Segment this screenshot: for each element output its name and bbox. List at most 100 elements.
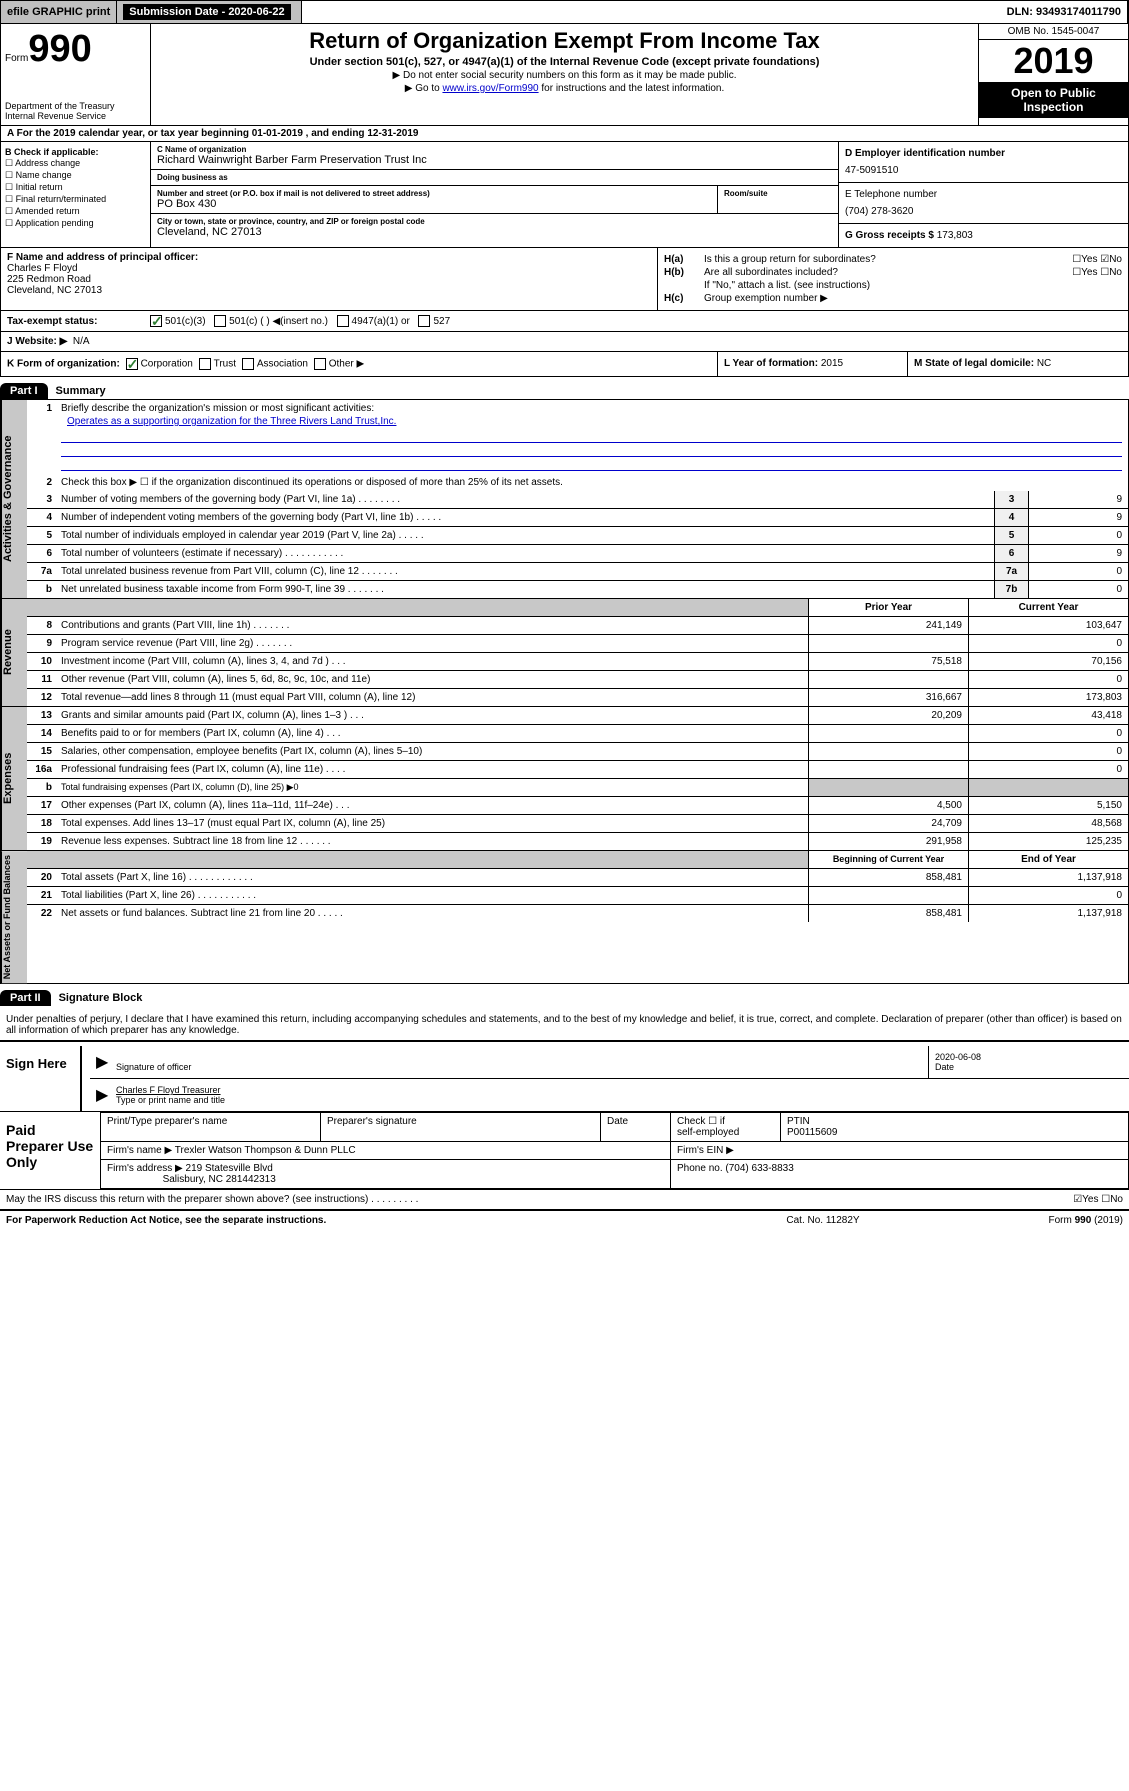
eoy-hdr: End of Year: [968, 851, 1128, 868]
boy-hdr: Beginning of Current Year: [808, 851, 968, 868]
officer-name: Charles F Floyd TreasurerType or print n…: [110, 1079, 1129, 1111]
current-year-hdr: Current Year: [968, 599, 1128, 616]
col-d: D Employer identification number 47-5091…: [838, 142, 1128, 247]
omb-number: OMB No. 1545-0047: [979, 24, 1128, 40]
prep-sig-lbl: Preparer's signature: [321, 1113, 601, 1142]
b-address-change[interactable]: ☐ Address change: [5, 158, 146, 169]
signature-officer: Signature of officer: [110, 1046, 929, 1078]
chk-501c3[interactable]: [150, 315, 162, 327]
form-header: Form990 Department of the Treasury Inter…: [0, 24, 1129, 126]
line-19: Revenue less expenses. Subtract line 18 …: [55, 833, 808, 850]
preparer-label: Paid Preparer Use Only: [0, 1112, 100, 1189]
chk-other[interactable]: [314, 358, 326, 370]
col-b: B Check if applicable: ☐ Address change …: [1, 142, 151, 247]
firm-phone: Phone no. (704) 633-8833: [671, 1160, 1129, 1189]
header-left: Form990 Department of the Treasury Inter…: [1, 24, 151, 125]
line-14: Benefits paid to or for members (Part IX…: [55, 725, 808, 742]
line-13: Grants and similar amounts paid (Part IX…: [55, 707, 808, 724]
chk-corp[interactable]: [126, 358, 138, 370]
perjury-statement: Under penalties of perjury, I declare th…: [0, 1010, 1129, 1042]
m-state: M State of legal domicile: NC: [908, 352, 1128, 376]
section-j: J Website: ▶ N/A: [0, 332, 1129, 352]
col-h: H(a) Is this a group return for subordin…: [658, 248, 1128, 310]
c-city: City or town, state or province, country…: [151, 214, 838, 241]
b-amended-return[interactable]: ☐ Amended return: [5, 206, 146, 217]
chk-527[interactable]: [418, 315, 430, 327]
l-year: L Year of formation: 2015: [718, 352, 908, 376]
chk-501c[interactable]: [214, 315, 226, 327]
c-address-row: Number and street (or P.O. box if mail i…: [151, 186, 838, 214]
form-label: Form: [5, 53, 28, 64]
b-header: B Check if applicable:: [5, 147, 146, 157]
line-7b: Net unrelated business taxable income fr…: [55, 581, 994, 598]
footer-right: Form 990 (2019): [923, 1215, 1123, 1226]
h-c: H(c) Group exemption number ▶: [664, 293, 1122, 304]
discuss-row: May the IRS discuss this return with the…: [0, 1189, 1129, 1209]
header-right: OMB No. 1545-0047 2019 Open to Public In…: [978, 24, 1128, 125]
firm-address: Firm's address ▶ 219 Statesville Blvd Sa…: [101, 1160, 671, 1189]
discuss-yesno[interactable]: ☑Yes ☐No: [1073, 1194, 1123, 1205]
summary-revenue: Revenue Prior YearCurrent Year 8Contribu…: [0, 599, 1129, 707]
form-note-1: ▶ Do not enter social security numbers o…: [155, 70, 974, 81]
signature-date: 2020-06-08Date: [929, 1046, 1129, 1078]
c-street: Number and street (or P.O. box if mail i…: [151, 186, 718, 213]
tax-year: 2019: [979, 40, 1128, 82]
part1-title: Summary: [48, 383, 114, 399]
section-fh: F Name and address of principal officer:…: [0, 248, 1129, 311]
i-label: Tax-exempt status:: [7, 316, 147, 327]
sign-here-label: Sign Here: [0, 1046, 80, 1111]
line-12: Total revenue—add lines 8 through 11 (mu…: [55, 689, 808, 706]
sign-here-block: Sign Here ▶ Signature of officer 2020-06…: [0, 1046, 1129, 1111]
signature-line: ▶ Signature of officer 2020-06-08Date: [90, 1046, 1129, 1079]
tab-governance: Activities & Governance: [1, 400, 27, 598]
c-room: Room/suite: [718, 186, 838, 213]
col-f: F Name and address of principal officer:…: [1, 248, 658, 310]
dln: DLN: 93493174011790: [1001, 1, 1128, 23]
line-4: Number of independent voting members of …: [55, 509, 994, 526]
line-7a: Total unrelated business revenue from Pa…: [55, 563, 994, 580]
ha-yesno[interactable]: ☐Yes ☑No: [1002, 254, 1122, 265]
summary-governance: Activities & Governance 1 Briefly descri…: [0, 399, 1129, 599]
h-b-note: If "No," attach a list. (see instruction…: [664, 280, 1122, 291]
firm-name: Firm's name ▶ Trexler Watson Thompson & …: [101, 1142, 671, 1160]
h-a: H(a) Is this a group return for subordin…: [664, 254, 1122, 265]
submission-date: Submission Date - 2020-06-22: [117, 1, 301, 23]
name-line: ▶ Charles F Floyd TreasurerType or print…: [90, 1079, 1129, 1111]
header-center: Return of Organization Exempt From Incom…: [151, 24, 978, 125]
b-final-return[interactable]: ☐ Final return/terminated: [5, 194, 146, 205]
chk-4947[interactable]: [337, 315, 349, 327]
line-22: Net assets or fund balances. Subtract li…: [55, 905, 808, 922]
section-klm: K Form of organization: Corporation Trus…: [0, 352, 1129, 377]
department: Department of the Treasury Internal Reve…: [5, 101, 146, 121]
hb-yesno[interactable]: ☐Yes ☐No: [1002, 267, 1122, 278]
e-phone: E Telephone number (704) 278-3620: [839, 183, 1128, 224]
section-bcd: B Check if applicable: ☐ Address change …: [0, 142, 1129, 248]
irs-link[interactable]: www.irs.gov/Form990: [442, 83, 538, 94]
tab-revenue: Revenue: [1, 599, 27, 706]
prep-ptin: PTINP00115609: [781, 1113, 1129, 1142]
form-number: 990: [28, 28, 91, 70]
tab-netassets: Net Assets or Fund Balances: [1, 851, 27, 983]
efile-link[interactable]: efile GRAPHIC print: [1, 1, 117, 23]
form-note-2: ▶ Go to www.irs.gov/Form990 for instruct…: [155, 83, 974, 94]
line-2: Check this box ▶ ☐ if the organization d…: [55, 474, 1128, 491]
b-initial-return[interactable]: ☐ Initial return: [5, 182, 146, 193]
b-name-change[interactable]: ☐ Name change: [5, 170, 146, 181]
line-17: Other expenses (Part IX, column (A), lin…: [55, 797, 808, 814]
part1-header: Part I: [0, 383, 48, 399]
preparer-table: Print/Type preparer's name Preparer's si…: [100, 1112, 1129, 1189]
arrow-icon: ▶: [90, 1046, 110, 1078]
b-application-pending[interactable]: ☐ Application pending: [5, 218, 146, 229]
d-ein: D Employer identification number 47-5091…: [839, 142, 1128, 183]
top-bar: efile GRAPHIC print Submission Date - 20…: [0, 0, 1129, 24]
line-10: Investment income (Part VIII, column (A)…: [55, 653, 808, 670]
line-15: Salaries, other compensation, employee b…: [55, 743, 808, 760]
prep-selfemp: Check ☐ ifself-employed: [671, 1113, 781, 1142]
form-title: Return of Organization Exempt From Incom…: [155, 28, 974, 54]
chk-trust[interactable]: [199, 358, 211, 370]
line-18: Total expenses. Add lines 13–17 (must eq…: [55, 815, 808, 832]
section-i: Tax-exempt status: 501(c)(3) 501(c) ( ) …: [0, 311, 1129, 332]
chk-assoc[interactable]: [242, 358, 254, 370]
open-public: Open to Public Inspection: [979, 82, 1128, 118]
firm-ein: Firm's EIN ▶: [671, 1142, 1129, 1160]
